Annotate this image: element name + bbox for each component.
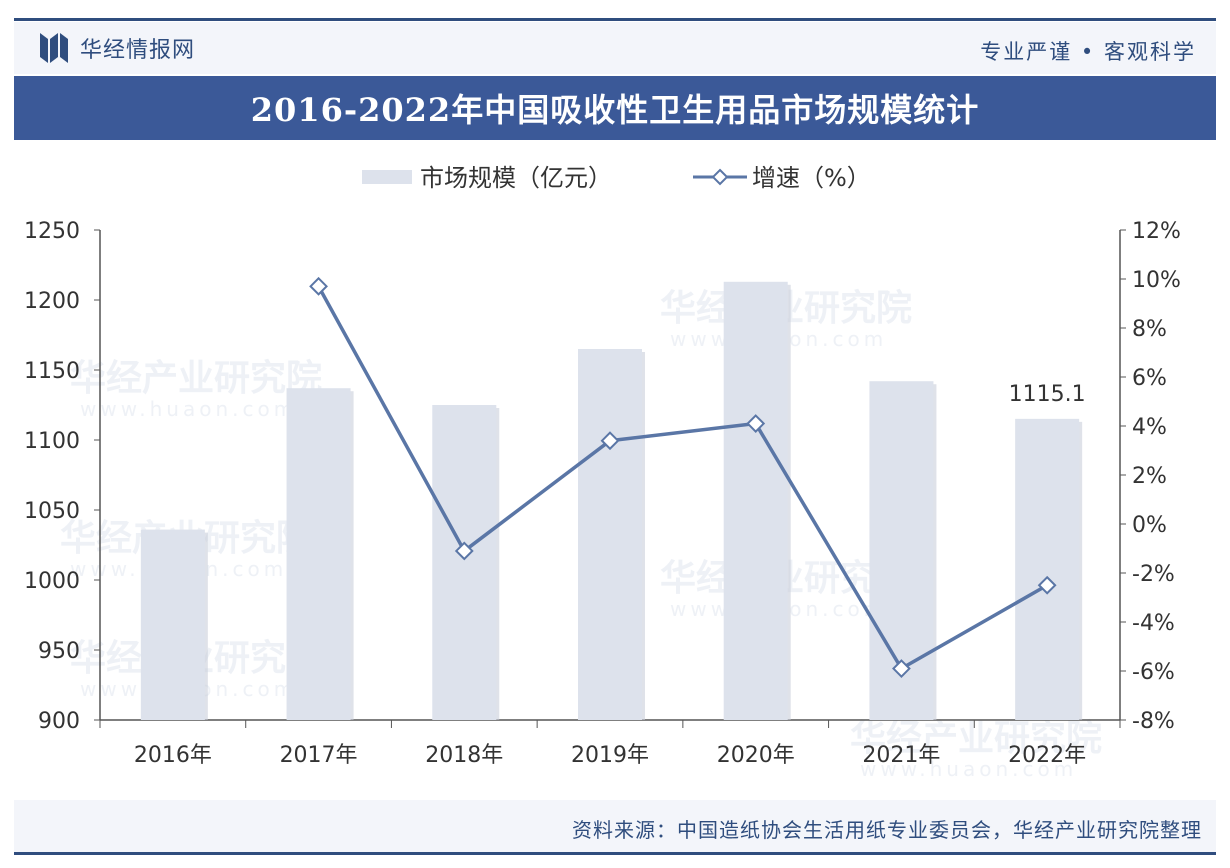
x-tick-label: 2016年 [134,743,212,768]
chart-title: 2016-2022年中国吸收性卫生用品市场规模统计 [250,91,980,129]
y-left-tick-label: 1250 [24,219,80,244]
title-bar: 2016-2022年中国吸收性卫生用品市场规模统计 [14,76,1216,140]
bottom-rule [14,852,1216,855]
growth-point[interactable] [454,541,474,561]
y-left-tick-label: 1100 [24,429,80,454]
header-bar: 华经情报网 专业严谨 • 客观科学 [14,22,1216,74]
x-tick-label: 2019年 [571,743,649,768]
chart-area: 华经产业研究院 www.huaon.com 华经产业研究院 www.huaon.com… [0,140,1230,800]
y-right-tick-label: 12% [1132,219,1181,244]
y-right-tick-label: -6% [1132,660,1175,685]
legend-bar-label: 市场规模（亿元） [420,164,612,192]
top-rule [14,18,1216,21]
y-right-tick-label: 2% [1132,464,1167,489]
brand-logo-icon [40,33,68,63]
y-left-tick-label: 1200 [24,289,80,314]
y-left-tick-label: 1050 [24,499,80,524]
y-right-tick-label: -4% [1132,611,1175,636]
y-right-tick-label: 8% [1132,317,1167,342]
y-right-tick-label: 4% [1132,415,1167,440]
y-right-tick-label: -8% [1132,709,1175,734]
watermark-url: www.huaon.com [80,397,297,421]
slogan: 专业严谨 • 客观科学 [980,40,1196,64]
growth-point[interactable] [746,414,766,433]
growth-point[interactable] [1037,575,1057,595]
brand[interactable]: 华经情报网 [40,32,195,64]
growth-point[interactable] [600,431,620,451]
x-tick-label: 2020年 [717,743,795,768]
bar[interactable] [1015,418,1080,720]
bar[interactable] [723,281,788,720]
y-left-tick-label: 950 [38,639,80,664]
y-left-tick-label: 1150 [24,359,80,384]
growth-point[interactable] [892,659,911,678]
legend-line-label: 增速（%） [752,164,871,192]
growth-point[interactable] [309,276,328,296]
x-tick-label: 2018年 [425,743,503,768]
data-label: 1115.1 [1009,382,1086,407]
y-right-tick-label: 6% [1132,366,1167,391]
x-tick-label: 2022年 [1008,743,1086,768]
bar[interactable] [286,388,351,720]
brand-name: 华经情报网 [80,38,196,63]
source-note: 资料来源：中国造纸协会生活用纸专业委员会，华经产业研究院整理 [572,818,1202,842]
x-tick-label: 2017年 [280,743,358,768]
legend-diamond-icon [711,168,729,186]
y-right-tick-label: 10% [1132,268,1181,293]
watermark-text: 华经产业研究院 [850,718,1102,759]
bar[interactable] [140,529,205,720]
watermark-url: www.huaon.com [860,757,1077,781]
y-right-tick-label: 0% [1132,513,1167,538]
bar[interactable] [578,349,642,720]
bar[interactable] [432,405,497,720]
x-tick-label: 2021年 [862,743,940,768]
growth-line [317,285,1049,671]
y-left-tick-label: 900 [38,709,80,734]
footer: 资料来源：中国造纸协会生活用纸专业委员会，华经产业研究院整理 [14,800,1216,854]
y-right-tick-label: -2% [1132,562,1175,587]
legend-bar-swatch [362,170,412,184]
chart-svg: 华经产业研究院www.huaon.com华经产业研究院www.huaon.com… [24,164,1181,781]
watermark-text: 华经产业研究院 [70,358,322,399]
y-left-tick-label: 1000 [24,569,80,594]
